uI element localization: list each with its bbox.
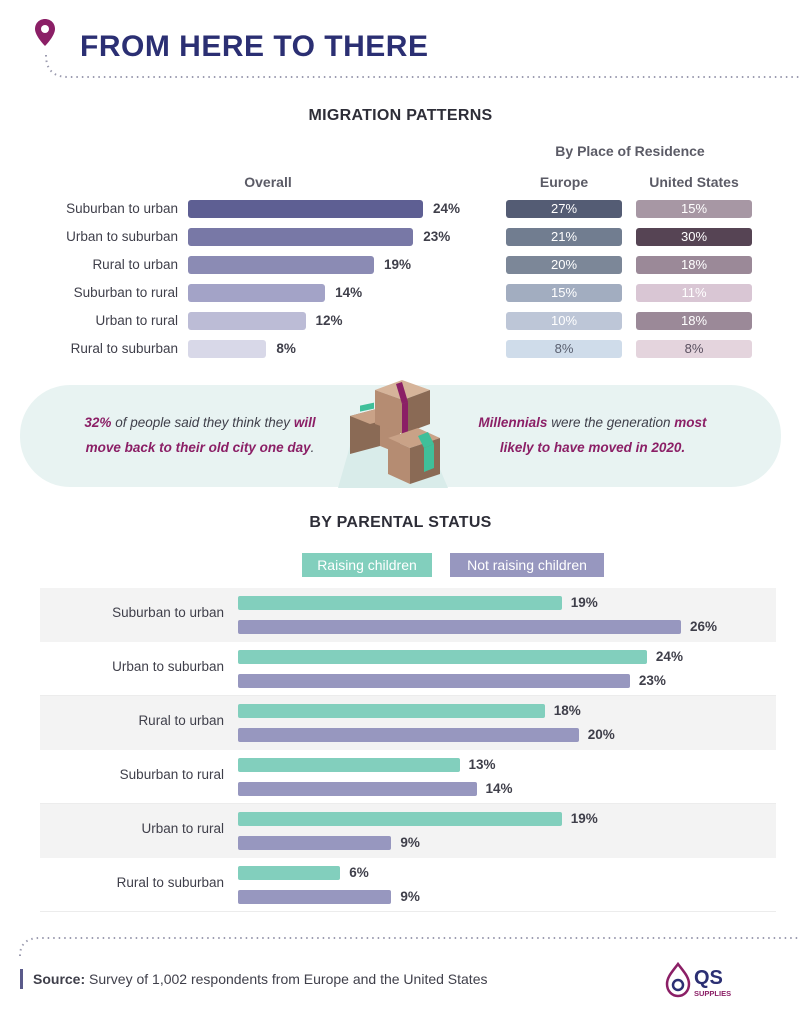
not-raising-children-bar (238, 728, 579, 742)
not-raising-children-value: 14% (485, 781, 513, 796)
legend-raising-children: Raising children (302, 553, 432, 577)
raising-children-value: 13% (468, 757, 496, 772)
header-dotted-line (45, 55, 801, 78)
not-raising-children-bar (238, 620, 681, 634)
not-raising-children-bar (238, 836, 392, 850)
raising-children-value: 19% (570, 811, 598, 826)
europe-value-cell: 21% (506, 228, 622, 246)
raising-children-bar (238, 812, 562, 826)
raising-children-value: 24% (655, 649, 683, 664)
raising-children-value: 18% (553, 703, 581, 718)
europe-value-cell: 8% (506, 340, 622, 358)
migration-category-label: Rural to suburban (70, 341, 178, 356)
us-value-cell: 15% (636, 200, 752, 218)
overall-bar (188, 312, 306, 330)
not-raising-children-value: 9% (400, 889, 420, 904)
us-header: United States (649, 174, 739, 190)
migration-title: MIGRATION PATTERNS (308, 107, 493, 124)
overall-bar-value: 24% (433, 201, 461, 216)
migration-category-label: Suburban to urban (66, 201, 178, 216)
raising-children-bar (238, 650, 647, 664)
us-value-cell: 30% (636, 228, 752, 246)
overall-bar (188, 200, 423, 218)
migration-category-label: Urban to rural (95, 313, 178, 328)
footer-dotted-line (19, 937, 801, 957)
callout-right-text: Millennials were the generation most lik… (478, 415, 707, 455)
overall-bar (188, 284, 326, 302)
europe-value-cell: 20% (506, 256, 622, 274)
parental-row (40, 858, 776, 912)
page-title: FROM HERE TO THERE (80, 30, 429, 63)
migration-category-label: Rural to urban (92, 257, 178, 272)
parental-category-label: Suburban to rural (119, 767, 224, 782)
svg-text:SUPPLIES: SUPPLIES (694, 989, 731, 998)
raising-children-value: 6% (349, 865, 369, 880)
overall-bar (188, 228, 414, 246)
parental-row (40, 642, 776, 696)
overall-bar-value: 14% (335, 285, 363, 300)
parental-title: BY PARENTAL STATUS (309, 514, 492, 531)
moving-boxes-icon (338, 380, 448, 488)
migration-category-label: Suburban to rural (73, 285, 178, 300)
qs-supplies-logo: QS SUPPLIES (665, 961, 731, 998)
not-raising-children-bar (238, 674, 630, 688)
us-value-cell: 18% (636, 256, 752, 274)
not-raising-children-bar (238, 890, 392, 904)
raising-children-bar (238, 758, 460, 772)
overall-bar-value: 8% (276, 341, 296, 356)
raising-children-bar (238, 704, 545, 718)
europe-value-cell: 27% (506, 200, 622, 218)
overall-header: Overall (244, 174, 292, 190)
not-raising-children-value: 26% (690, 619, 718, 634)
europe-value-cell: 15% (506, 284, 622, 302)
migration-category-label: Urban to suburban (66, 229, 178, 244)
raising-children-bar (238, 596, 562, 610)
parental-category-label: Urban to suburban (112, 659, 224, 674)
residence-subtitle: By Place of Residence (555, 143, 705, 159)
not-raising-children-bar (238, 782, 477, 796)
overall-bar (188, 340, 267, 358)
parental-row (40, 750, 776, 804)
europe-header: Europe (539, 174, 589, 190)
overall-bar-value: 23% (423, 229, 451, 244)
europe-value-cell: 10% (506, 312, 622, 330)
parental-category-label: Suburban to urban (112, 605, 224, 620)
location-pin-icon (35, 19, 55, 46)
parental-category-label: Urban to rural (141, 821, 224, 836)
not-raising-children-value: 23% (638, 673, 666, 688)
callout-left-text: 32% of people said they think they will … (84, 415, 316, 455)
us-value-cell: 18% (636, 312, 752, 330)
parental-category-label: Rural to suburban (116, 875, 224, 890)
us-value-cell: 11% (636, 284, 752, 302)
us-value-cell: 8% (636, 340, 752, 358)
svg-text:QS: QS (694, 967, 723, 989)
overall-bar (188, 256, 375, 274)
source-note: Source: Survey of 1,002 respondents from… (20, 969, 487, 989)
not-raising-children-value: 20% (587, 727, 615, 742)
legend-not-raising-children: Not raising children (450, 553, 604, 577)
raising-children-value: 19% (570, 595, 598, 610)
raising-children-bar (238, 866, 341, 880)
overall-bar-value: 19% (384, 257, 412, 272)
not-raising-children-value: 9% (400, 835, 420, 850)
overall-bar-value: 12% (315, 313, 343, 328)
parental-category-label: Rural to urban (138, 713, 224, 728)
